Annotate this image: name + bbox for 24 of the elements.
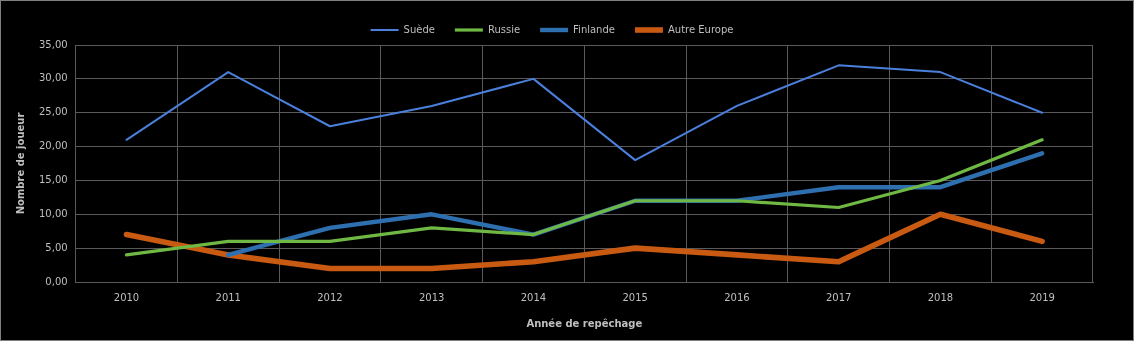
y-tick-label: 10,00 (38, 207, 68, 219)
x-tick-label: 2019 (1029, 291, 1055, 303)
legend-label: Russie (487, 23, 521, 35)
y-tick-label: 30,00 (38, 72, 68, 84)
legend-label: Autre Europe (667, 23, 734, 35)
x-tick-label: 2014 (520, 291, 547, 303)
x-tick-label: 2013 (418, 291, 445, 303)
y-tick-label: 15,00 (38, 174, 68, 186)
legend-label: Finlande (573, 23, 615, 35)
y-tick-label: 35,00 (38, 38, 68, 50)
y-tick-label: 25,00 (38, 106, 68, 118)
x-axis-title: Année de repêchage (526, 317, 643, 329)
x-tick-label: 2011 (215, 291, 241, 303)
x-tick-label: 2010 (113, 291, 140, 303)
x-tick-label: 2016 (724, 291, 750, 303)
y-axis-title: Nombre de joueur (14, 112, 26, 215)
y-tick-label: 20,00 (38, 140, 68, 152)
y-tick-label: 0,00 (45, 275, 68, 287)
x-tick-label: 2015 (622, 291, 648, 303)
y-tick-label: 5,00 (45, 241, 68, 253)
x-tick-label: 2017 (825, 291, 852, 303)
legend-label: Suède (403, 23, 435, 35)
x-tick-label: 2012 (317, 291, 343, 303)
x-tick-label: 2018 (927, 291, 954, 303)
